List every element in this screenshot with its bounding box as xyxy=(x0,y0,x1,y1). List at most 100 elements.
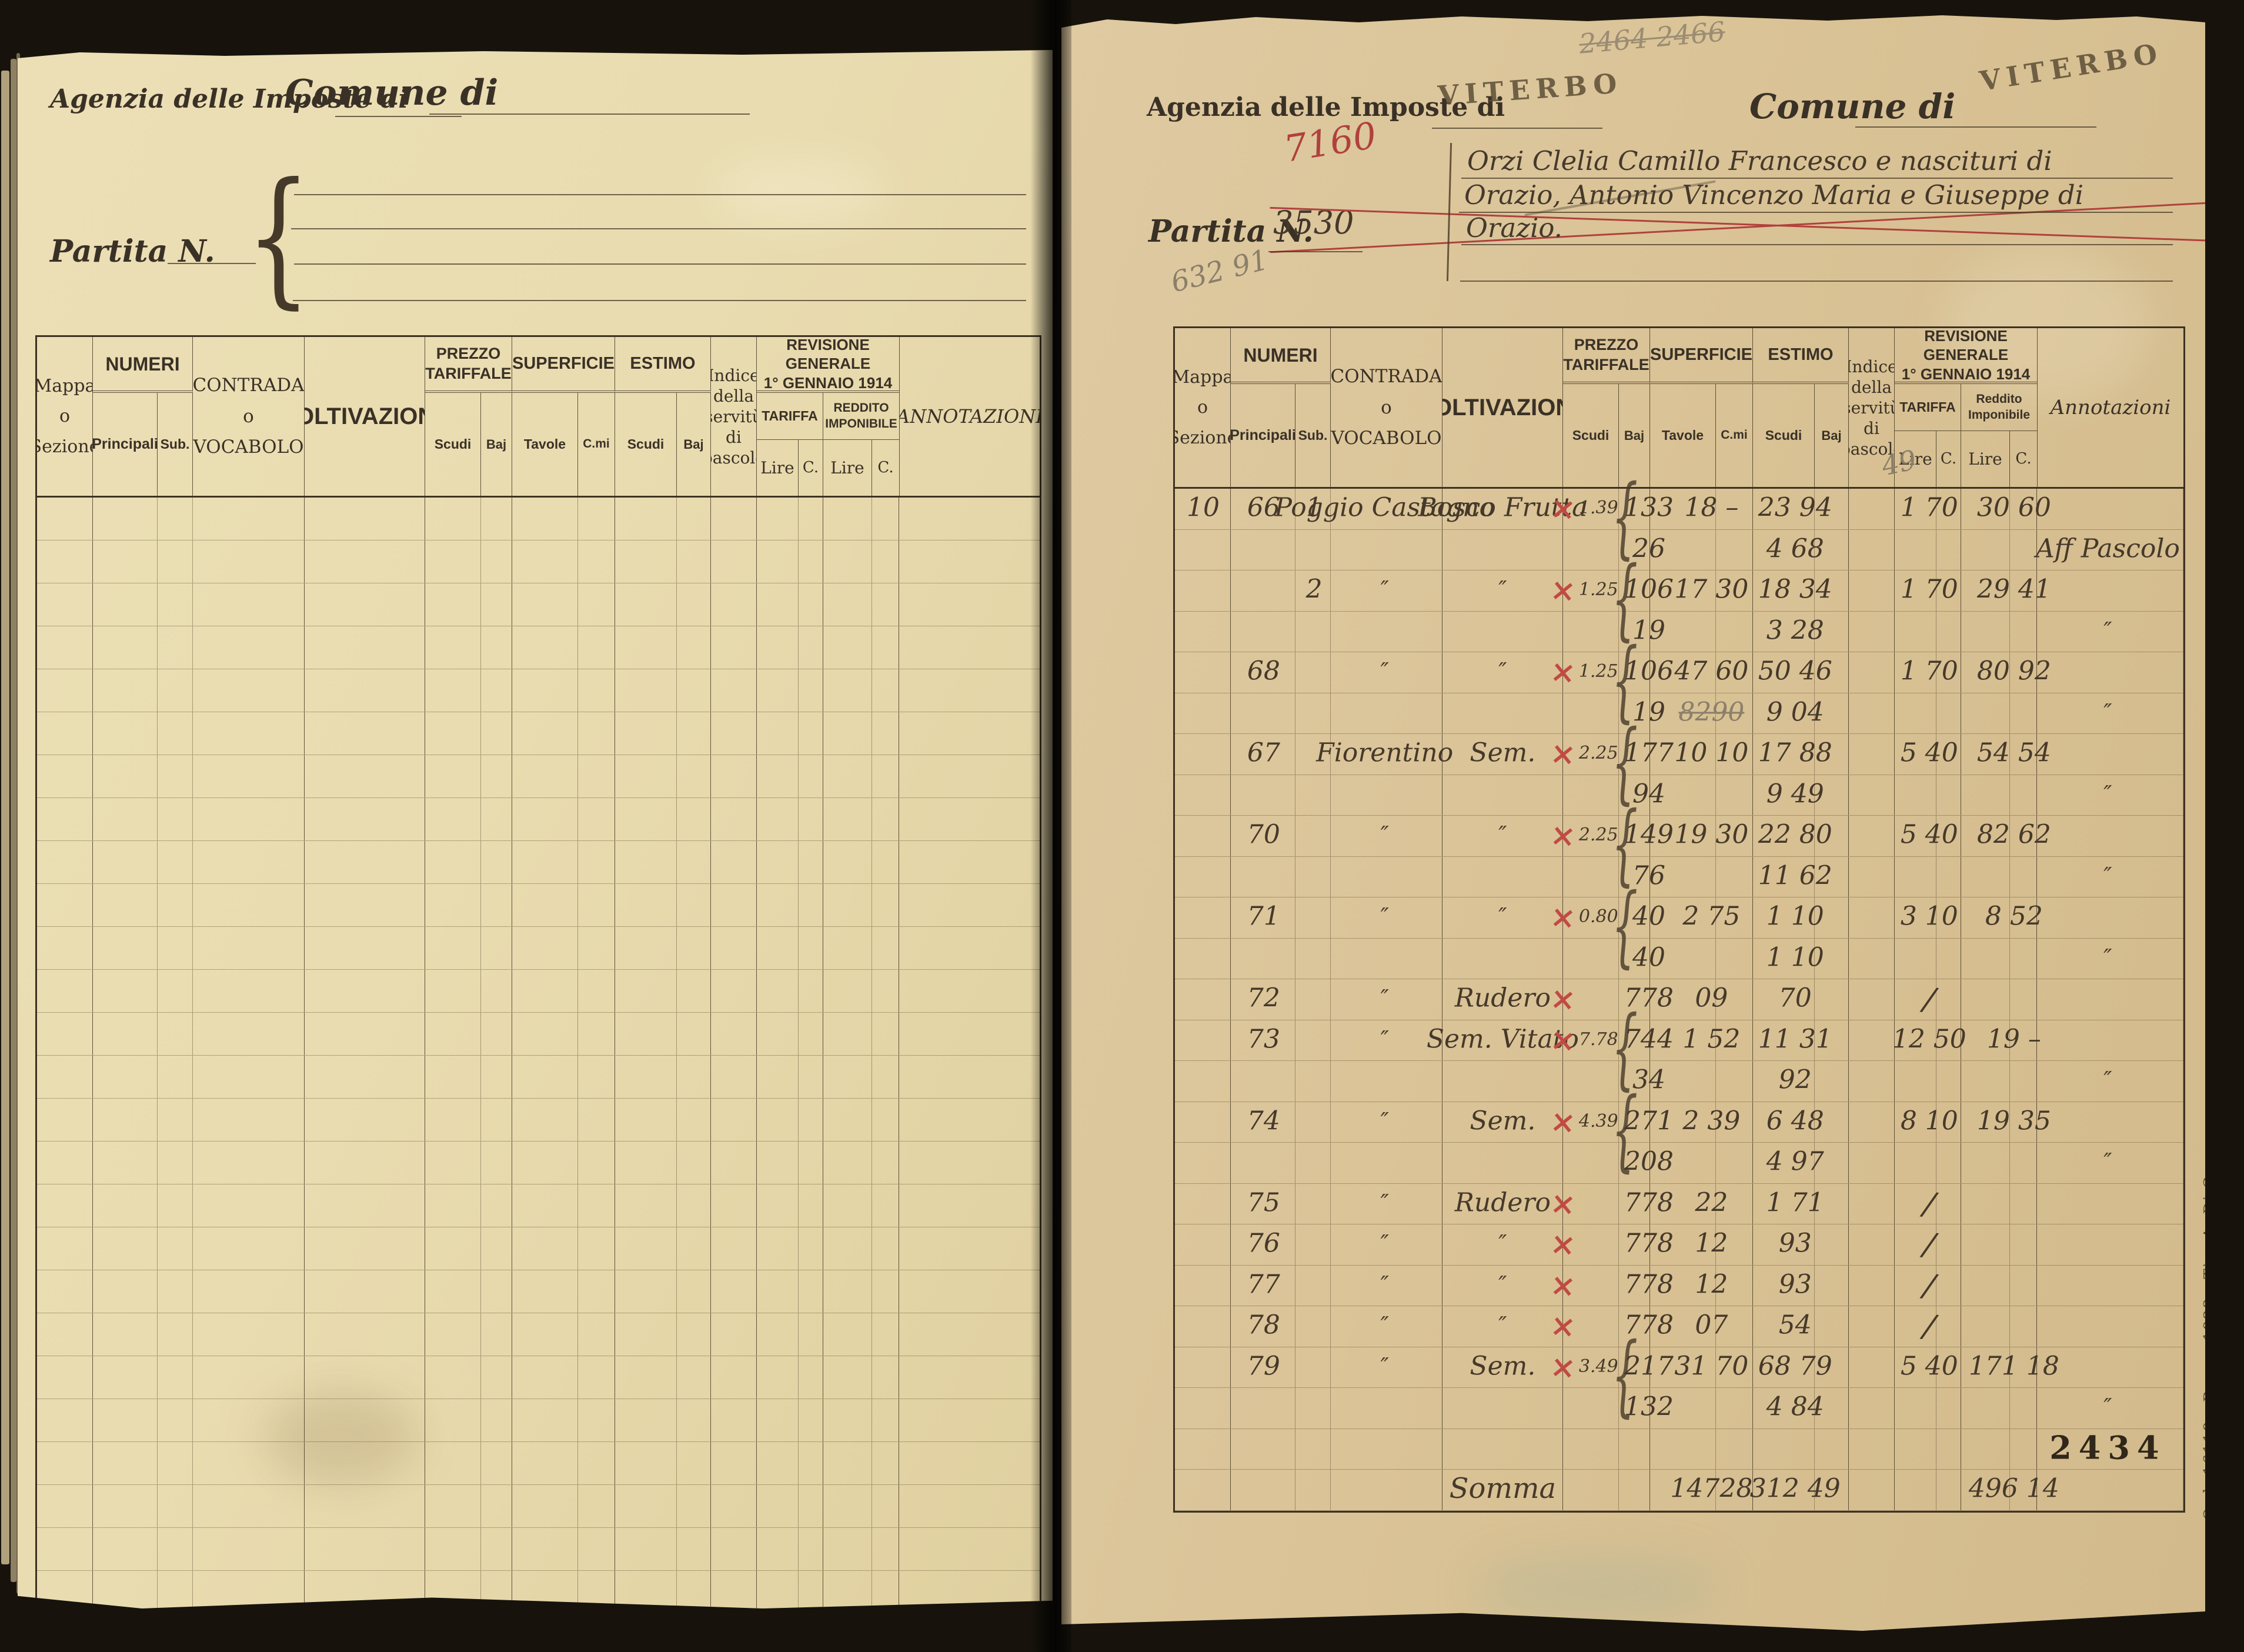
ruled-cell xyxy=(305,841,425,883)
ruled-cell xyxy=(677,1442,711,1484)
ruled-cell xyxy=(1895,938,1936,979)
ruled-cell xyxy=(799,884,823,926)
ruled-cell xyxy=(2010,1020,2037,1060)
col-reddito: Reddito Imponibile xyxy=(1961,384,2037,431)
ruled-cell xyxy=(1231,734,1295,775)
blank-line xyxy=(1432,128,1602,129)
ruled-cell xyxy=(93,540,158,583)
ruled-cell xyxy=(615,540,677,583)
ruled-cell xyxy=(158,798,193,840)
ruled-cell xyxy=(615,884,677,926)
ruled-cell xyxy=(193,841,305,883)
ruled-cell xyxy=(677,1528,711,1570)
ruled-cell xyxy=(1442,693,1563,733)
ruled-cell xyxy=(578,1485,615,1527)
ruled-cell xyxy=(481,1313,512,1356)
ruled-cell xyxy=(1849,1183,1895,1224)
ruled-cell xyxy=(1936,1470,1961,1510)
ruled-cell xyxy=(711,583,757,626)
table-row xyxy=(37,1013,1040,1056)
ruled-cell xyxy=(899,540,1040,583)
col-numeri: NUMERI xyxy=(93,337,193,393)
ruled-cell xyxy=(578,884,615,926)
ruled-cell xyxy=(93,1399,158,1441)
handwritten-entry: ″ xyxy=(1498,1230,1507,1257)
ruled-cell xyxy=(799,1313,823,1356)
ruled-cell xyxy=(711,1356,757,1399)
ruled-cell xyxy=(193,798,305,840)
table-row: 74 ″ Sem. × 4.39{271 2 39 6 48 8 10 19 35 xyxy=(1175,1079,2183,1182)
ruled-cell xyxy=(1650,1429,1716,1469)
ruled-cell xyxy=(1716,1061,1753,1102)
ruled-cell xyxy=(899,626,1040,669)
ruled-cell xyxy=(899,498,1040,540)
ruled-cell xyxy=(158,583,193,626)
ruled-cell xyxy=(823,712,872,755)
ruled-cell xyxy=(872,498,899,540)
ruled-cell xyxy=(711,669,757,712)
ruled-cell xyxy=(1753,1020,1815,1060)
ruled-cell xyxy=(1295,1183,1331,1224)
ruled-cell xyxy=(1331,529,1442,570)
ruled-cell xyxy=(1231,816,1295,856)
ruled-cell xyxy=(1231,611,1295,652)
ruled-cell xyxy=(615,1142,677,1184)
handwritten-entry: 68 79 xyxy=(1758,1351,1832,1381)
ruled-cell xyxy=(1895,529,1936,570)
ruled-cell xyxy=(512,1442,578,1484)
table-row xyxy=(37,798,1040,841)
ruled-cell xyxy=(1849,652,1895,693)
ruled-cell xyxy=(1753,1102,1815,1142)
handwritten-entry: 149 xyxy=(1624,819,1674,850)
ruled-cell xyxy=(37,1485,93,1527)
ruled-cell xyxy=(1716,856,1753,897)
ruled-cell xyxy=(481,712,512,755)
ruled-cell xyxy=(578,1056,615,1098)
ruled-cell xyxy=(481,1013,512,1055)
ruled-cell xyxy=(481,1056,512,1098)
ruled-cell xyxy=(1849,1388,1895,1429)
ruled-cell xyxy=(1563,529,1619,570)
table-row xyxy=(37,626,1040,669)
ruled-cell xyxy=(481,841,512,883)
ruled-cell xyxy=(1619,816,1650,856)
ruled-cell xyxy=(1295,816,1331,856)
ruled-cell xyxy=(799,1227,823,1270)
ruled-cell xyxy=(1753,816,1815,856)
ruled-cell xyxy=(158,540,193,583)
handwritten-entry: 19 xyxy=(1632,697,1666,727)
col-cmi: C.mi xyxy=(578,393,615,496)
table-row: 76 ″ ″ × 778 12 93/ xyxy=(1175,1224,2183,1266)
ruled-cell xyxy=(1895,1306,1936,1347)
ruled-cell xyxy=(1619,489,1650,529)
ruled-cell xyxy=(1815,1306,1849,1347)
ruled-cell xyxy=(823,1013,872,1055)
ruled-cell xyxy=(1331,1061,1442,1102)
ruled-cell xyxy=(899,1184,1040,1227)
handwritten-entry: 70 xyxy=(1778,983,1812,1013)
ruled-cell xyxy=(37,1528,93,1570)
ruled-cell xyxy=(823,1485,872,1527)
ruled-cell xyxy=(615,1399,677,1441)
ruled-cell xyxy=(1619,1388,1650,1429)
ruled-cell xyxy=(899,1056,1040,1098)
ruled-cell xyxy=(512,712,578,755)
ruled-cell xyxy=(158,1442,193,1484)
ruled-cell xyxy=(1175,693,1231,733)
ruled-cell xyxy=(1331,816,1442,856)
ruled-cell xyxy=(677,755,711,797)
ruled-cell xyxy=(799,626,823,669)
ruled-cell xyxy=(1961,1183,2010,1224)
owner-line xyxy=(291,228,1026,229)
col-tariffa: TARIFFA xyxy=(757,393,823,440)
ruled-cell xyxy=(193,1142,305,1184)
ruled-cell xyxy=(711,1056,757,1098)
handwritten-entry: Poggio Castagno xyxy=(1274,492,1495,523)
ruled-cell xyxy=(2037,856,2183,897)
ruled-cell xyxy=(1442,734,1563,775)
ruled-cell xyxy=(1716,897,1753,938)
handwritten-entry: 8290 xyxy=(1678,697,1745,727)
ruled-cell xyxy=(1442,938,1563,979)
ruled-cell xyxy=(1961,1020,2010,1060)
blank-line xyxy=(168,263,256,264)
